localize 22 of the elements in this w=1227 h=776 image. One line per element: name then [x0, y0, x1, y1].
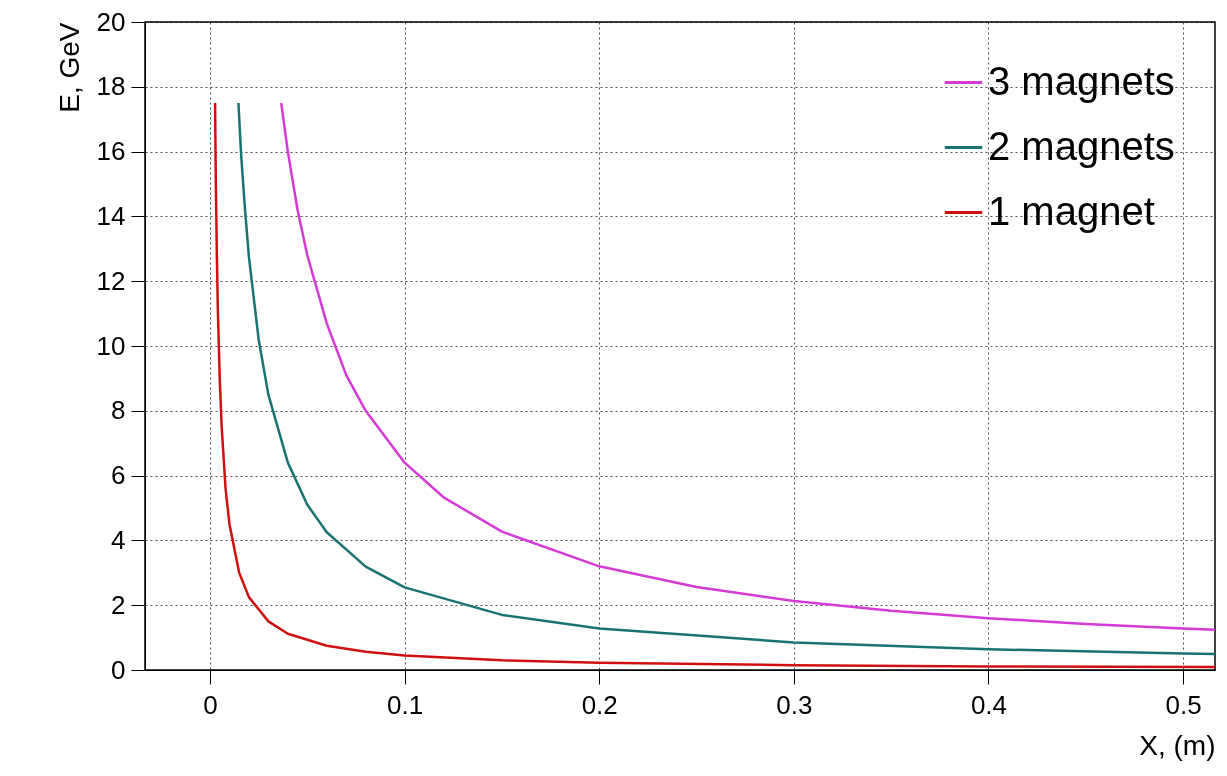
x-tick-label: 0.3 — [776, 689, 813, 720]
x-tick-label: 0.5 — [1165, 689, 1202, 720]
y-tick-label: 10 — [96, 330, 126, 361]
y-tick-label: 14 — [96, 200, 126, 231]
y-tick-label: 6 — [111, 460, 126, 491]
y-tick-label: 16 — [96, 136, 126, 167]
y-axis-title: E, GeV — [53, 22, 85, 113]
y-tick-label: 8 — [111, 395, 126, 426]
x-tick-label: 0.2 — [581, 689, 618, 720]
legend-label: 3 magnets — [988, 58, 1175, 103]
y-tick-label: 20 — [96, 6, 126, 37]
legend-label: 2 magnets — [988, 123, 1175, 168]
x-tick-label: 0 — [203, 689, 218, 720]
x-tick-label: 0.1 — [387, 689, 424, 720]
y-tick-label: 2 — [111, 589, 126, 620]
x-axis-title: X, (m) — [1139, 729, 1216, 761]
y-tick-label: 4 — [111, 524, 126, 555]
legend-label: 1 magnet — [988, 188, 1155, 233]
x-tick-label: 0.4 — [970, 689, 1008, 720]
y-tick-label: 0 — [111, 654, 126, 685]
y-tick-label: 18 — [96, 71, 126, 102]
y-tick-label: 12 — [96, 265, 126, 296]
